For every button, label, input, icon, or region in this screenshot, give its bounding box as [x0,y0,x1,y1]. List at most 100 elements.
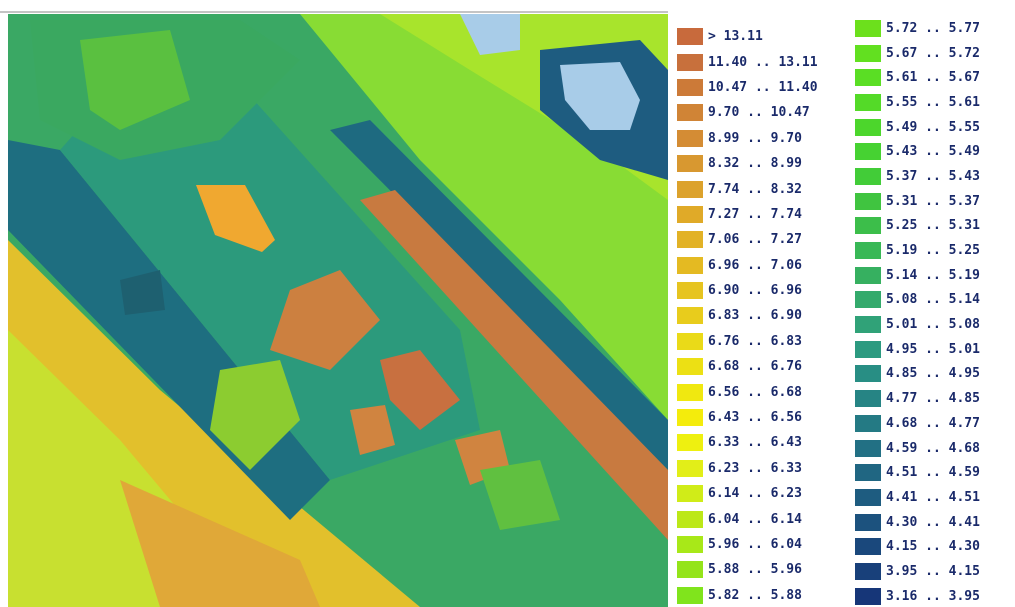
legend-label: 5.55 .. 5.61 [886,95,980,110]
legend-entry: 6.96 .. 7.06 [677,253,847,278]
legend-column: > 13.11 11.40 .. 13.11 10.47 .. 11.40 9.70 … [677,24,847,607]
legend-swatch [677,257,703,274]
legend-swatch [855,316,881,333]
legend-entry: 6.04 .. 6.14 [677,506,847,531]
legend-entry: 11.40 .. 13.11 [677,49,847,74]
legend-label: 7.27 .. 7.74 [708,207,802,222]
legend-swatch [855,45,881,62]
page: > 13.11 11.40 .. 13.11 10.47 .. 11.40 9.70 … [0,0,1015,607]
legend-entry: 7.74 .. 8.32 [677,176,847,201]
legend-entry: 5.14 .. 5.19 [855,263,1013,288]
legend-swatch [677,358,703,375]
legend-label: 6.04 .. 6.14 [708,512,802,527]
legend-swatch [855,538,881,555]
legend-swatch [855,415,881,432]
legend-entry: 4.95 .. 5.01 [855,337,1013,362]
legend-label: 5.31 .. 5.37 [886,194,980,209]
legend-label: 6.90 .. 6.96 [708,283,802,298]
legend-label: 5.61 .. 5.67 [886,70,980,85]
legend-label: 4.68 .. 4.77 [886,416,980,431]
legend-swatch [677,206,703,223]
legend-label: > 13.11 [708,29,763,44]
legend-swatch [855,20,881,37]
legend-entry: 5.08 .. 5.14 [855,288,1013,313]
legend-entry: 8.32 .. 8.99 [677,151,847,176]
legend-label: 6.23 .. 6.33 [708,461,802,476]
legend-entry: 6.43 .. 6.56 [677,405,847,430]
legend-label: 5.25 .. 5.31 [886,218,980,233]
legend-swatch [677,54,703,71]
legend-swatch [855,588,881,605]
legend-label: 4.77 .. 4.85 [886,391,980,406]
legend-swatch [677,307,703,324]
legend-label: 5.49 .. 5.55 [886,120,980,135]
legend-swatch [677,561,703,578]
legend-swatch [855,440,881,457]
legend-entry: 4.51 .. 4.59 [855,460,1013,485]
legend-swatch [855,94,881,111]
legend-entry: 5.19 .. 5.25 [855,238,1013,263]
legend-swatch [677,384,703,401]
legend-label: 9.70 .. 10.47 [708,105,810,120]
legend-label: 5.37 .. 5.43 [886,169,980,184]
legend-swatch [677,231,703,248]
legend-label: 4.15 .. 4.30 [886,539,980,554]
legend-entry: 4.85 .. 4.95 [855,362,1013,387]
legend-entry: 5.31 .. 5.37 [855,189,1013,214]
legend-entry: 9.70 .. 10.47 [677,100,847,125]
legend-entry: 3.95 .. 4.15 [855,559,1013,584]
legend-swatch [677,587,703,604]
legend-swatch [677,536,703,553]
legend-swatch [677,409,703,426]
legend-label: 4.30 .. 4.41 [886,515,980,530]
legend-swatch [855,365,881,382]
legend-swatch [855,390,881,407]
legend-swatch [677,282,703,299]
legend-swatch [677,460,703,477]
legend-label: 5.88 .. 5.96 [708,562,802,577]
legend-label: 10.47 .. 11.40 [708,80,818,95]
legend-entry: 5.43 .. 5.49 [855,139,1013,164]
legend-swatch [677,485,703,502]
legend-label: 7.06 .. 7.27 [708,232,802,247]
legend-label: 4.59 .. 4.68 [886,441,980,456]
legend-swatch [855,563,881,580]
legend-entry: 5.72 .. 5.77 [855,16,1013,41]
legend-swatch [677,181,703,198]
legend-entry: 8.99 .. 9.70 [677,126,847,151]
legend-entry: 4.41 .. 4.51 [855,485,1013,510]
legend-entry: 5.37 .. 5.43 [855,164,1013,189]
legend-entry: 5.49 .. 5.55 [855,115,1013,140]
legend-label: 6.33 .. 6.43 [708,435,802,450]
legend-swatch [855,291,881,308]
legend-swatch [855,514,881,531]
legend-label: 4.51 .. 4.59 [886,465,980,480]
legend-label: 5.08 .. 5.14 [886,292,980,307]
legend-swatch [855,168,881,185]
legend-entry: 6.23 .. 6.33 [677,456,847,481]
legend-swatch [855,69,881,86]
legend-entry: 7.06 .. 7.27 [677,227,847,252]
raster-map [0,0,668,607]
legend-entry: 5.96 .. 6.04 [677,532,847,557]
legend-swatch [677,333,703,350]
legend-entry: 5.25 .. 5.31 [855,214,1013,239]
legend-entry: 5.01 .. 5.08 [855,312,1013,337]
legend-label: 6.83 .. 6.90 [708,308,802,323]
legend-label: 5.43 .. 5.49 [886,144,980,159]
legend-swatch [855,489,881,506]
legend-entry: 6.90 .. 6.96 [677,278,847,303]
legend-entry: 5.88 .. 5.96 [677,557,847,582]
legend-entry: 5.61 .. 5.67 [855,65,1013,90]
legend-swatch [855,217,881,234]
legend-entry: 4.68 .. 4.77 [855,411,1013,436]
legend-entry: 4.77 .. 4.85 [855,386,1013,411]
legend-label: 5.82 .. 5.88 [708,588,802,603]
legend-entry: 3.16 .. 3.95 [855,584,1013,607]
legend-entry: 4.30 .. 4.41 [855,510,1013,535]
legend-swatch [855,119,881,136]
legend-label: 8.99 .. 9.70 [708,131,802,146]
legend-swatch [677,155,703,172]
legend-entry: 6.33 .. 6.43 [677,430,847,455]
legend-label: 4.85 .. 4.95 [886,366,980,381]
